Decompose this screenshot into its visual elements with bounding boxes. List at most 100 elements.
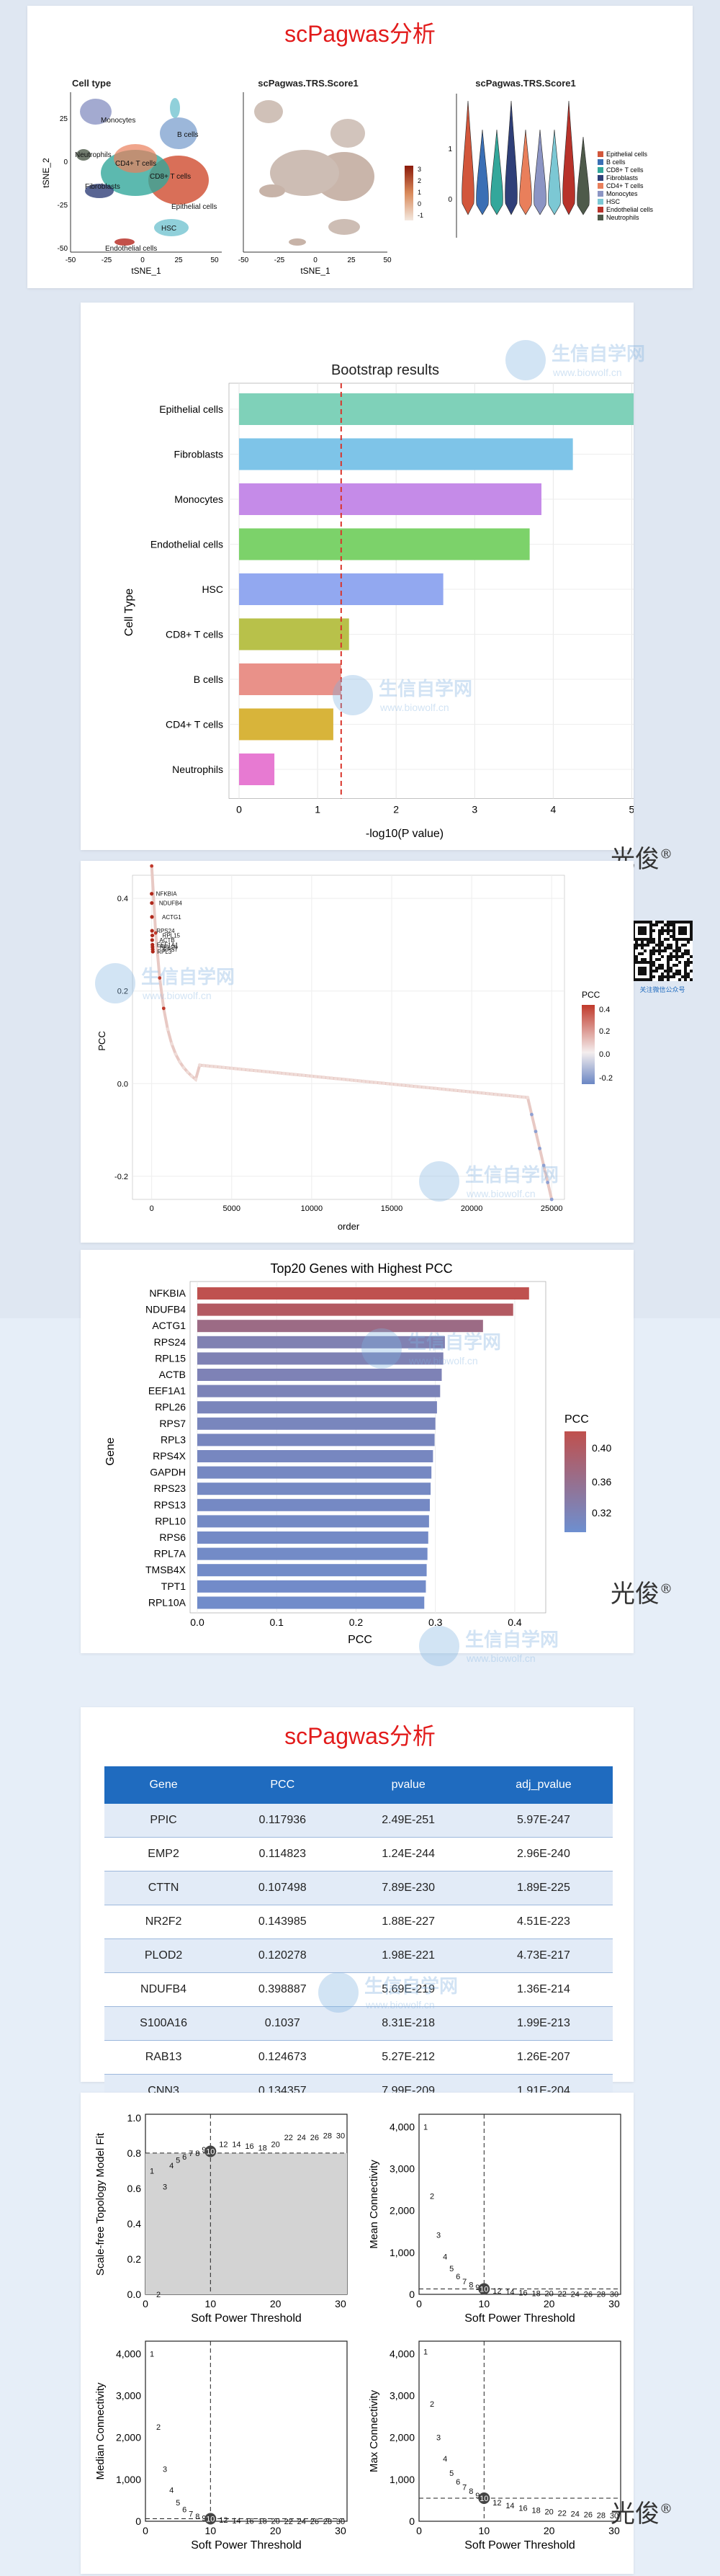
soft-power-ytick: 4,000 [116,2348,141,2359]
soft-power-point-label: 3 [163,2183,167,2191]
svg-text:0.4: 0.4 [599,1006,610,1014]
cluster-endothelial [114,238,135,246]
pcc-order-point [513,1094,518,1099]
pcc-order-point [534,1130,538,1134]
soft-power-point-label: 24 [571,2510,580,2519]
soft-power-xlabel: Soft Power Threshold [191,2312,302,2325]
pcc-order-point [206,1064,210,1068]
svg-text:0.0: 0.0 [599,1050,610,1059]
table-cell: 4.51E-223 [474,1905,613,1939]
pcc-order-point [289,1072,294,1076]
cluster-bcells [160,117,197,149]
soft-power-point-label: 20 [271,2141,280,2150]
soft-power-point-label: 6 [456,2273,460,2281]
soft-power-ytick: 2,000 [390,2432,415,2443]
table-cell: 1.98E-221 [342,1938,474,1973]
soft-power-point-label: 7 [462,2483,467,2492]
svg-text:tSNE_1: tSNE_1 [131,266,161,276]
top20-gene-label: TMSB4X [145,1564,186,1575]
pcc-order-gene-label: RPS7 [163,947,178,953]
violin-6 [548,129,561,215]
svg-text:-1: -1 [418,212,423,219]
svg-text:CD4+ T cells: CD4+ T cells [115,160,156,168]
soft-power-point-label: 5 [176,2157,180,2165]
pcc-order-point [438,1087,442,1091]
soft-power-selected-point [204,2513,217,2525]
soft-power-point-label: 30 [610,2291,618,2299]
top20-bar [197,1547,428,1560]
table-header-cell: Gene [104,1766,223,1804]
pcc-order-point [538,1146,541,1150]
soft-power-point-label: 12 [219,2516,228,2525]
pcc-order-gene-label: NFKBIA [156,891,178,898]
soft-power-point-label: 9 [475,2284,480,2292]
svg-text:0: 0 [418,200,421,207]
pcc-order-xtick: 10000 [301,1204,323,1213]
pcc-order-point [549,1197,554,1202]
top20-gene-label: TPT1 [161,1580,186,1592]
celltype-title: Cell type [72,78,111,89]
section1-title: scPagwas分析 [284,21,436,47]
pcc-table: Gene PCC pvalue adj_pvalue PPIC 0.117936 2.49… [104,1766,613,2108]
soft-power-ytick: 0.8 [127,2147,142,2159]
bootstrap-xtick: 2 [393,804,399,815]
pcc-order-point [358,1079,361,1083]
pcc-order-point [350,1078,354,1082]
violin-7 [562,100,575,215]
table-row: CTTN 0.107498 7.89E-230 1.89E-225 [104,1871,613,1905]
bootstrap-xtick: 4 [550,804,556,815]
soft-power-point-label: 28 [597,2511,606,2520]
panel1-figure: Cell type Monocytes B cells Neutrophils … [41,78,654,276]
soft-power-point-label: 16 [518,2504,527,2513]
pcc-order-xtick: 20000 [461,1204,483,1213]
svg-text:0: 0 [140,256,145,264]
soft-power-point-label: 1 [423,2348,428,2357]
qr-code[interactable]: 关注微信公众号 [632,921,693,993]
table-cell: 5.27E-212 [342,2040,474,2075]
pcc-order-point [238,1067,242,1071]
pcc-order-point [322,1075,325,1079]
soft-power-point-label: 12 [492,2287,501,2296]
svg-text:tSNE_1: tSNE_1 [300,266,330,276]
top20-gene-label: NFKBIA [149,1287,186,1299]
top20-bar [197,1369,442,1381]
table-cell: CTTN [104,1871,223,1905]
soft-power-selected-point [204,2145,217,2157]
soft-power-xtick: 10 [479,2298,490,2309]
bootstrap-xtick: 1 [315,804,320,815]
pcc-order-point [462,1089,466,1094]
pcc-order-point [521,1095,526,1099]
svg-text:0: 0 [448,196,452,204]
soft-power-ytick: 0 [409,2289,415,2300]
soft-power-point-label: 28 [597,2291,606,2299]
soft-power-point-label: 8 [195,2150,199,2158]
soft-power-point-label: 12 [219,2141,228,2150]
pcc-order-gene-label: RPS24 [156,928,175,934]
top20-bar [197,1401,437,1414]
top20-xlabel: PCC [348,1634,372,1646]
svg-text:-0.2: -0.2 [599,1074,613,1083]
top20-gene-label: RPS6 [159,1531,186,1543]
violin-4 [519,129,532,215]
soft-power-xlabel: Soft Power Threshold [191,2539,302,2552]
bootstrap-category-label: B cells [194,674,223,685]
pcc-order-point [246,1068,250,1072]
soft-power-ylabel: Mean Connectivity [368,2160,380,2249]
pcc-order-ytick: 0.0 [117,1080,128,1088]
soft-power-xtick: 20 [270,2298,282,2309]
top20-gene-label: ACTB [159,1369,186,1380]
svg-text:50: 50 [210,256,219,264]
cluster-monocytes [80,99,112,125]
svg-text:scPagwas.TRS.Score1: scPagwas.TRS.Score1 [258,78,358,89]
violin-legend-swatch [598,207,603,213]
table-cell: NR2F2 [104,1905,223,1939]
panel3-card [81,861,634,1243]
svg-text:25: 25 [60,115,68,123]
soft-power-point-label: 20 [271,2518,280,2526]
soft-power-xtick: 20 [544,2298,555,2309]
svg-text:Fibroblasts: Fibroblasts [85,183,120,191]
violin-plot: scPagwas.TRS.Score1 1 0 Epithelial cells… [448,78,654,238]
soft-power-ytick: 1,000 [116,2474,141,2485]
table-cell: EMP2 [104,1837,223,1871]
pcc-order-point [418,1085,422,1089]
